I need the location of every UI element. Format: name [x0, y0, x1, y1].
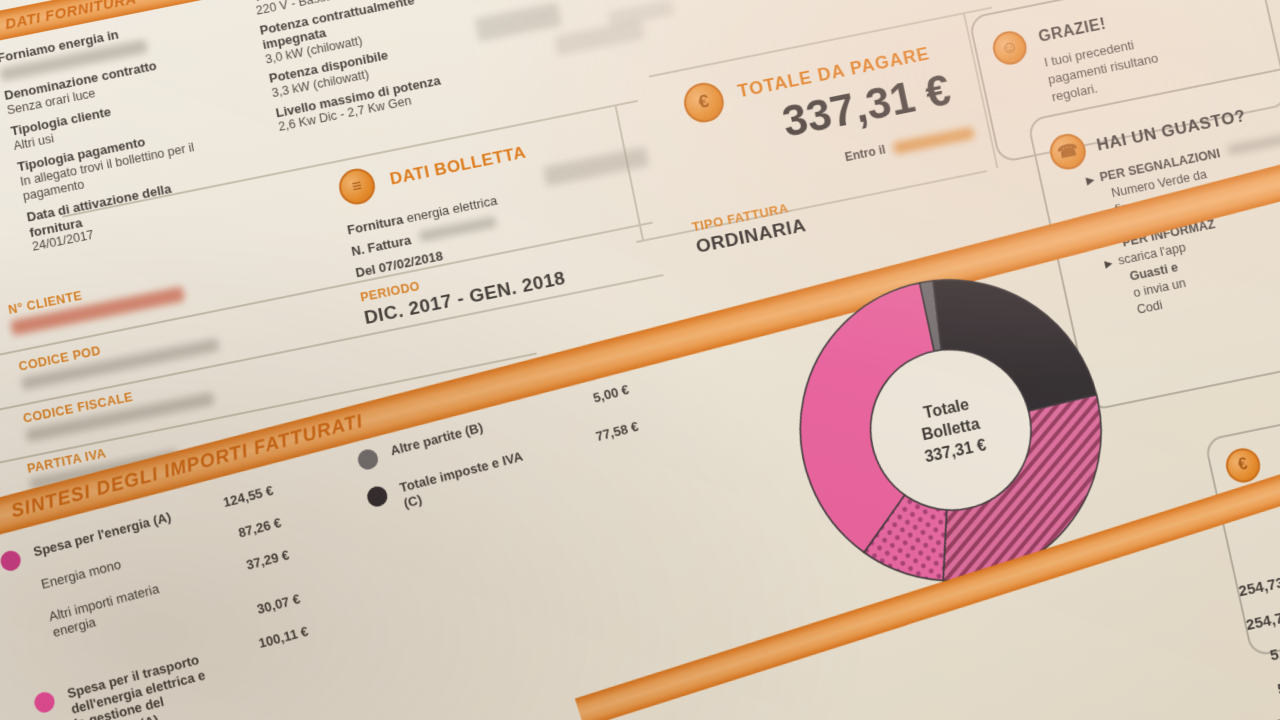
legend-value: 124,55 €: [221, 482, 275, 511]
slice-altri-importi: [843, 430, 981, 595]
phone-fault-icon: ☎: [1046, 130, 1090, 173]
donut-chart: Totale Bolletta 337,31 €: [749, 230, 1154, 632]
divider-line: [636, 170, 988, 243]
smile-icon: ☺: [989, 28, 1030, 68]
donut-hole: [856, 335, 1046, 524]
euro-clock-icon: €: [680, 79, 728, 126]
gray-dot-icon: [355, 447, 381, 472]
redacted-smudge: [1226, 133, 1280, 156]
section-totale-da-pagare: € TOTALE DA PAGARE 337,31 € Entro il: [679, 21, 975, 164]
totals-column: 254,73 € 254,73 € 5,00 € 5,00 € 77,58 €: [1135, 564, 1280, 720]
dati-bolletta-title: DATI BOLLETTA: [388, 142, 528, 189]
legend-value: 77,58 €: [594, 418, 640, 445]
black-dot-icon: [365, 484, 390, 509]
entro-label: Entro il: [843, 142, 887, 165]
pink-dot-icon: [32, 689, 57, 715]
donut-chart-svg: Totale Bolletta 337,31 €: [749, 230, 1154, 632]
fornitura-row-label: Fornitura: [345, 211, 405, 238]
redacted-smudge: [474, 2, 562, 42]
grazie-title: GRAZIE!: [1037, 15, 1108, 46]
section-dati-fornitura: DATI FORNITURA Forniamo energia in Denom…: [0, 0, 290, 261]
tipo-fattura-block: TIPO FATTURA ORDINARIA: [691, 198, 808, 259]
magenta-dot-icon: [0, 548, 23, 574]
redacted-entro-date: [892, 126, 975, 155]
section-dati-tecnici: Tensione 220 V - Bassa tensione Potenza …: [252, 0, 491, 141]
spacer: [6, 581, 30, 606]
document-icon: ≡: [336, 165, 379, 208]
redacted-smudge: [553, 19, 646, 56]
redacted-smudge: [542, 146, 650, 187]
spacer: [25, 657, 49, 682]
spacer: [14, 613, 38, 638]
divider-line: [614, 106, 644, 240]
codes-block: N° CLIENTE: [7, 269, 185, 336]
section-icon: €: [1222, 445, 1264, 486]
